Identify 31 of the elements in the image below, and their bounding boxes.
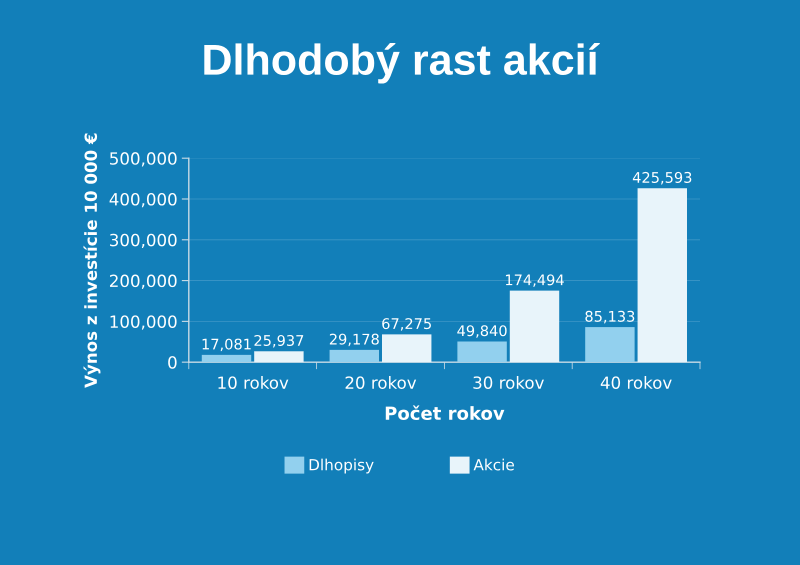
bar	[585, 327, 635, 362]
y-axis-title: Výnos z investície 10 000 €	[84, 134, 100, 388]
bar	[382, 334, 432, 362]
data-label: 85,133	[585, 310, 634, 324]
chart-title: Dlhodobý rast akcií	[204, 43, 600, 84]
legend-label: Dlhopisy	[310, 458, 374, 474]
data-label: 17,081	[202, 338, 251, 352]
data-label: 67,275	[382, 318, 431, 331]
data-label: 425,593	[632, 172, 692, 184]
y-tick-label: 0	[168, 356, 177, 369]
x-axis-title: Počet rokov	[386, 405, 504, 420]
legend-label: Akcie	[474, 458, 514, 470]
y-tick-label: 500,000	[110, 152, 177, 166]
x-tick-label: 20 rokov	[346, 376, 416, 389]
x-tick-label: 30 rokov	[473, 376, 544, 389]
bar	[510, 290, 560, 362]
bar	[254, 351, 304, 362]
data-label: 25,937	[254, 334, 304, 348]
bar	[330, 350, 380, 362]
data-label: 29,178	[330, 334, 379, 346]
bar	[638, 188, 688, 362]
y-tick-label: 300,000	[110, 234, 177, 248]
y-tick-label: 400,000	[110, 192, 177, 208]
x-tick-label: 40 rokov	[600, 376, 672, 389]
y-tick-label: 100,000	[110, 315, 177, 330]
bar	[202, 354, 252, 362]
data-label: 174,494	[506, 274, 564, 287]
bar	[457, 341, 507, 362]
data-label: 49,840	[457, 325, 507, 338]
x-tick-label: 10 rokov	[218, 376, 288, 389]
y-tick-label: 200,000	[110, 274, 177, 289]
